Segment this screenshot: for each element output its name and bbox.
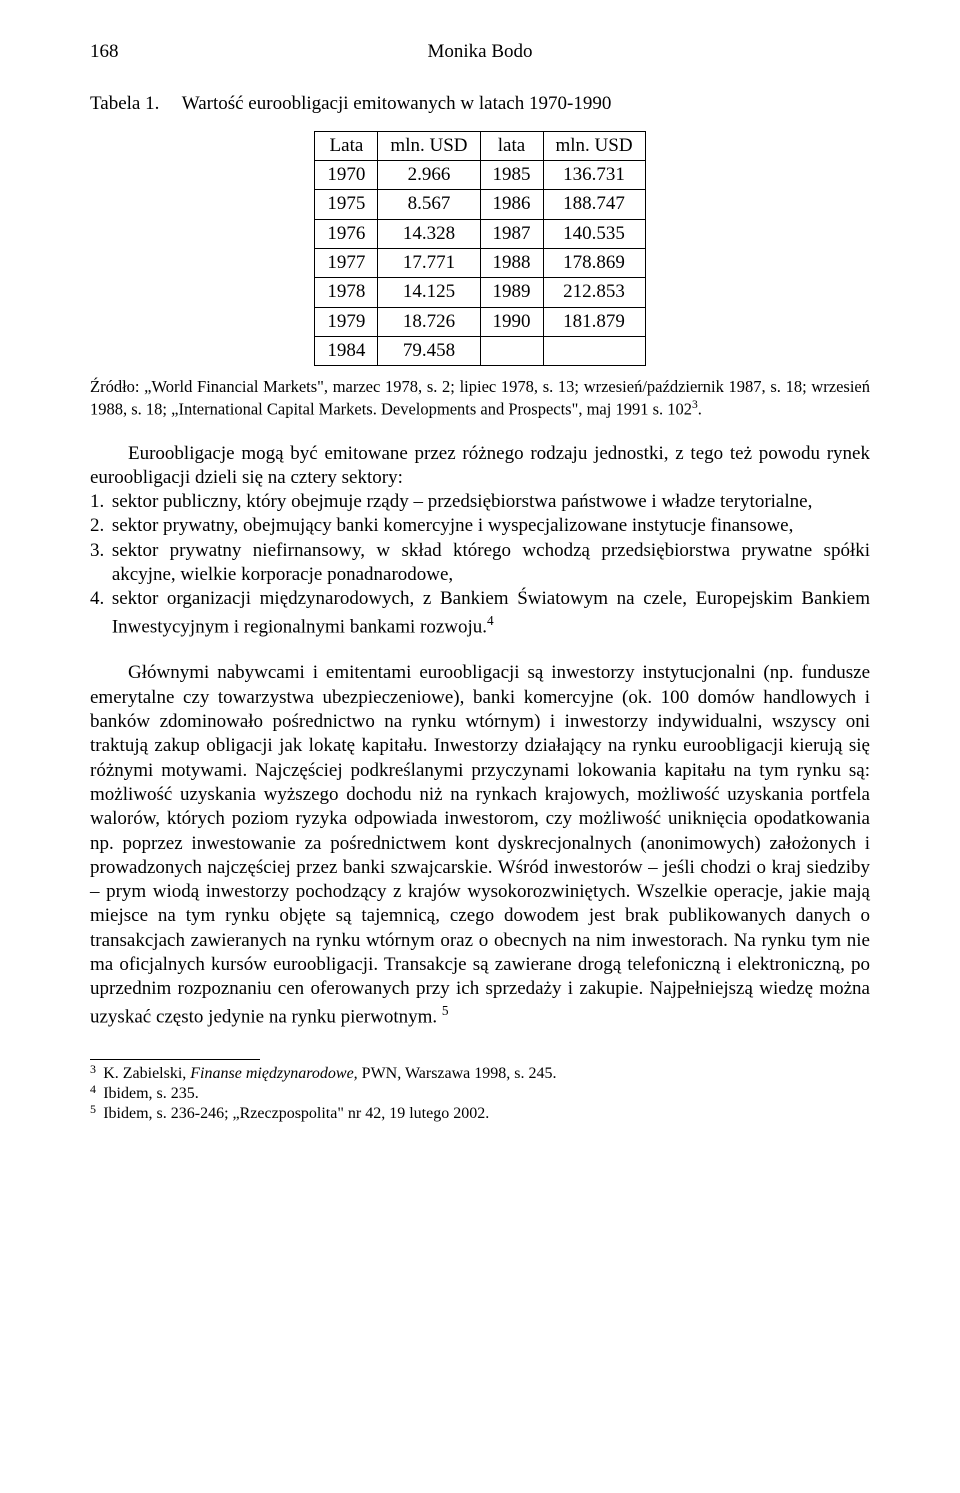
table-row: 19758.5671986188.747 — [315, 190, 645, 219]
table-cell: 79.458 — [378, 336, 480, 365]
body-paragraph: Głównymi nabywcami i emitentami euroobli… — [90, 661, 870, 1029]
table-cell — [543, 336, 645, 365]
table-row: 197918.7261990181.879 — [315, 307, 645, 336]
list-number: 3. — [90, 539, 112, 588]
table-cell: 212.853 — [543, 278, 645, 307]
table-cell: 1978 — [315, 278, 378, 307]
body-footnote-ref: 5 — [442, 1003, 449, 1018]
table-cell: 1988 — [480, 248, 543, 277]
table-caption: Tabela 1. Wartość euroobligacji emitowan… — [90, 92, 870, 116]
table-cell: 8.567 — [378, 190, 480, 219]
header-author: Monika Bodo — [427, 40, 532, 64]
table-cell — [480, 336, 543, 365]
footnote: 4Ibidem, s. 235. — [90, 1084, 870, 1104]
table-row: 198479.458 — [315, 336, 645, 365]
list-number: 2. — [90, 514, 112, 538]
table-cell: 2.966 — [378, 160, 480, 189]
footnote-text: Ibidem, s. 235. — [103, 1084, 199, 1104]
list-text: sektor prywatny niefirnansowy, w skład k… — [112, 539, 870, 588]
table-cell: 1970 — [315, 160, 378, 189]
footnote-number: 3 — [90, 1062, 103, 1082]
table-cell: 1976 — [315, 219, 378, 248]
table-row: 197717.7711988178.869 — [315, 248, 645, 277]
footnote-number: 5 — [90, 1102, 103, 1122]
table-cell: 1979 — [315, 307, 378, 336]
table-cell: 14.328 — [378, 219, 480, 248]
list-item: 1.sektor publiczny, który obejmuje rządy… — [90, 490, 870, 514]
table-row: 19702.9661985136.731 — [315, 160, 645, 189]
list-text: sektor prywatny, obejmujący banki komerc… — [112, 514, 870, 538]
table-cell: 1977 — [315, 248, 378, 277]
lead-paragraph: Euroobligacje mogą być emitowane przez r… — [90, 442, 870, 491]
table-header-row: Lata mln. USD lata mln. USD — [315, 131, 645, 160]
table-cell: 1990 — [480, 307, 543, 336]
running-header: 168 Monika Bodo 000 — [90, 40, 870, 64]
list-item: 4.sektor organizacji międzynarodowych, z… — [90, 587, 870, 639]
table-cell: 178.869 — [543, 248, 645, 277]
table-cell: 136.731 — [543, 160, 645, 189]
table-row: 197814.1251989212.853 — [315, 278, 645, 307]
sector-list: 1.sektor publiczny, który obejmuje rządy… — [90, 490, 870, 639]
table-cell: 1984 — [315, 336, 378, 365]
table-cell: 181.879 — [543, 307, 645, 336]
source-end: . — [698, 399, 702, 418]
list-number: 4. — [90, 587, 112, 639]
table-title: Wartość euroobligacji emitowanych w lata… — [182, 93, 612, 114]
col-mln-1: mln. USD — [378, 131, 480, 160]
table-cell: 1975 — [315, 190, 378, 219]
table-cell: 1987 — [480, 219, 543, 248]
list-text: sektor organizacji międzynarodowych, z B… — [112, 587, 870, 639]
footnote-text: K. Zabielski, Finanse międzynarodowe, PW… — [103, 1064, 556, 1084]
table-cell: 140.535 — [543, 219, 645, 248]
eurobond-table: Lata mln. USD lata mln. USD 19702.966198… — [314, 131, 645, 367]
list-item: 3.sektor prywatny niefirnansowy, w skład… — [90, 539, 870, 588]
page: 168 Monika Bodo 000 Tabela 1. Wartość eu… — [0, 0, 960, 1184]
table-cell: 1986 — [480, 190, 543, 219]
col-mln-2: mln. USD — [543, 131, 645, 160]
table-row: 197614.3281987140.535 — [315, 219, 645, 248]
table-number: Tabela 1. — [90, 93, 159, 114]
table-cell: 14.125 — [378, 278, 480, 307]
footnote: 3K. Zabielski, Finanse międzynarodowe, P… — [90, 1064, 870, 1084]
table-cell: 1985 — [480, 160, 543, 189]
col-lata-2: lata — [480, 131, 543, 160]
footnotes: 3K. Zabielski, Finanse międzynarodowe, P… — [90, 1064, 870, 1124]
list-text: sektor publiczny, który obejmuje rządy –… — [112, 490, 870, 514]
table-cell: 188.747 — [543, 190, 645, 219]
footnote-text: Ibidem, s. 236-246; „Rzeczpospolita" nr … — [103, 1104, 489, 1124]
body-text: Głównymi nabywcami i emitentami euroobli… — [90, 662, 870, 1027]
page-number: 168 — [90, 40, 119, 64]
table-source: Źródło: „World Financial Markets", marze… — [90, 376, 870, 419]
footnote: 5Ibidem, s. 236-246; „Rzeczpospolita" nr… — [90, 1104, 870, 1124]
table-cell: 17.771 — [378, 248, 480, 277]
col-lata-1: Lata — [315, 131, 378, 160]
footnote-number: 4 — [90, 1082, 103, 1102]
list-item: 2.sektor prywatny, obejmujący banki kome… — [90, 514, 870, 538]
source-text: Źródło: „World Financial Markets", marze… — [90, 377, 870, 418]
table-cell: 1989 — [480, 278, 543, 307]
list-number: 1. — [90, 490, 112, 514]
list-footnote-ref: 4 — [487, 613, 494, 628]
table-cell: 18.726 — [378, 307, 480, 336]
